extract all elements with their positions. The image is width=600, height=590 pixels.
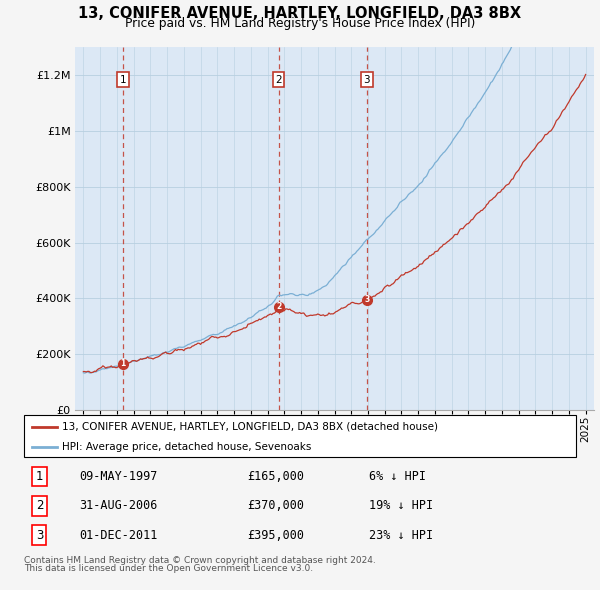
- Text: HPI: Average price, detached house, Sevenoaks: HPI: Average price, detached house, Seve…: [62, 442, 311, 452]
- Text: 31-AUG-2006: 31-AUG-2006: [79, 499, 158, 513]
- Text: 2: 2: [276, 302, 281, 312]
- Text: 3: 3: [36, 529, 43, 542]
- Text: 09-MAY-1997: 09-MAY-1997: [79, 470, 158, 483]
- Text: £165,000: £165,000: [248, 470, 305, 483]
- Text: 2: 2: [36, 499, 43, 513]
- Text: 13, CONIFER AVENUE, HARTLEY, LONGFIELD, DA3 8BX: 13, CONIFER AVENUE, HARTLEY, LONGFIELD, …: [79, 6, 521, 21]
- Text: This data is licensed under the Open Government Licence v3.0.: This data is licensed under the Open Gov…: [24, 564, 313, 573]
- Text: £395,000: £395,000: [248, 529, 305, 542]
- Text: Contains HM Land Registry data © Crown copyright and database right 2024.: Contains HM Land Registry data © Crown c…: [24, 556, 376, 565]
- Text: 3: 3: [364, 75, 370, 85]
- Text: 2: 2: [275, 75, 282, 85]
- Text: £370,000: £370,000: [248, 499, 305, 513]
- Text: 6% ↓ HPI: 6% ↓ HPI: [369, 470, 426, 483]
- Text: 19% ↓ HPI: 19% ↓ HPI: [369, 499, 433, 513]
- Text: 23% ↓ HPI: 23% ↓ HPI: [369, 529, 433, 542]
- Text: 1: 1: [119, 75, 126, 85]
- Text: 3: 3: [364, 296, 369, 304]
- Text: 01-DEC-2011: 01-DEC-2011: [79, 529, 158, 542]
- Text: 1: 1: [120, 359, 125, 369]
- Text: 1: 1: [36, 470, 43, 483]
- FancyBboxPatch shape: [24, 415, 576, 457]
- Text: 13, CONIFER AVENUE, HARTLEY, LONGFIELD, DA3 8BX (detached house): 13, CONIFER AVENUE, HARTLEY, LONGFIELD, …: [62, 422, 437, 432]
- Text: Price paid vs. HM Land Registry's House Price Index (HPI): Price paid vs. HM Land Registry's House …: [125, 17, 475, 30]
